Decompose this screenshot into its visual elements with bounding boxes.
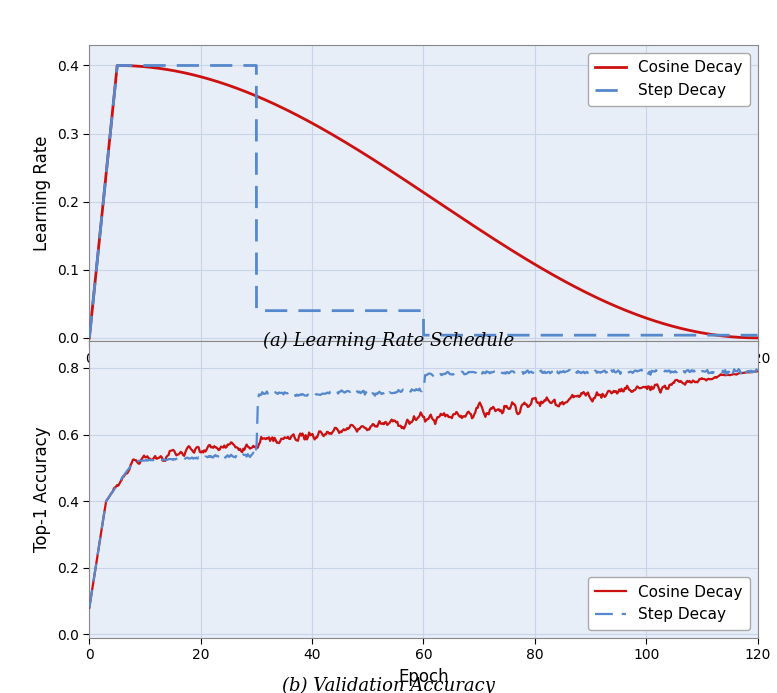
Cosine Decay xyxy=(753,334,762,342)
Y-axis label: Learning Rate: Learning Rate xyxy=(33,135,51,251)
Cosine Decay xyxy=(588,397,598,405)
Line: Step Decay: Step Decay xyxy=(89,65,758,338)
Step Decay xyxy=(734,365,744,374)
Cosine Decay xyxy=(479,407,488,415)
Step Decay xyxy=(718,331,727,340)
X-axis label: Epoch: Epoch xyxy=(398,371,449,389)
Step Decay xyxy=(125,61,134,69)
Step Decay xyxy=(479,368,488,376)
Step Decay xyxy=(753,367,762,376)
Line: Cosine Decay: Cosine Decay xyxy=(89,65,758,338)
Step Decay xyxy=(387,389,396,397)
Y-axis label: Top-1 Accuracy: Top-1 Accuracy xyxy=(33,427,51,552)
Legend: Cosine Decay, Step Decay: Cosine Decay, Step Decay xyxy=(587,577,750,630)
Step Decay xyxy=(753,331,762,340)
Text: (a) Learning Rate Schedule: (a) Learning Rate Schedule xyxy=(263,332,514,351)
Step Decay xyxy=(203,453,212,462)
Step Decay xyxy=(411,306,420,315)
Step Decay xyxy=(113,61,122,69)
Cosine Decay xyxy=(668,322,678,331)
Step Decay xyxy=(85,334,94,342)
Cosine Decay xyxy=(200,74,210,82)
Cosine Decay xyxy=(740,333,749,342)
Line: Cosine Decay: Cosine Decay xyxy=(89,371,758,608)
Step Decay xyxy=(588,367,598,375)
Cosine Decay xyxy=(85,334,94,342)
Step Decay xyxy=(531,367,540,376)
Legend: Cosine Decay, Step Decay: Cosine Decay, Step Decay xyxy=(587,53,750,105)
Cosine Decay xyxy=(341,139,350,147)
Cosine Decay xyxy=(531,394,540,402)
Cosine Decay xyxy=(387,415,396,423)
Step Decay xyxy=(256,391,266,399)
Step Decay xyxy=(88,304,97,313)
Cosine Decay xyxy=(256,433,266,441)
Cosine Decay xyxy=(161,65,170,73)
Text: (b) Validation Accuracy: (b) Validation Accuracy xyxy=(282,677,495,693)
Cosine Decay xyxy=(85,604,94,612)
Cosine Decay xyxy=(370,157,379,165)
X-axis label: Epoch: Epoch xyxy=(398,667,449,685)
Cosine Decay xyxy=(113,61,122,69)
Step Decay xyxy=(113,63,122,71)
Cosine Decay xyxy=(753,367,762,376)
Cosine Decay xyxy=(203,443,212,451)
Line: Step Decay: Step Decay xyxy=(89,369,758,608)
Step Decay xyxy=(85,604,94,612)
Step Decay xyxy=(216,61,225,69)
